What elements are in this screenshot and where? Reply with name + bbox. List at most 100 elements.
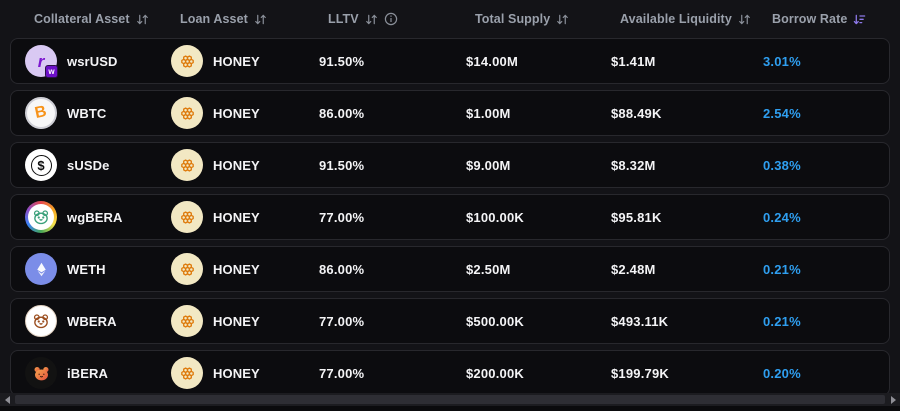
total-supply-cell: $100.00K [466,210,611,225]
loan-asset-label: HONEY [213,105,260,121]
available-liquidity-value: $88.49K [611,105,662,121]
loan-asset-label: HONEY [213,53,260,69]
total-supply-value: $9.00M [466,157,511,173]
ibera-icon [25,357,57,389]
borrow-rate-value: 0.21% [763,261,801,277]
total-supply-value: $14.00M [466,53,518,69]
lltv-cell: 86.00% [319,262,466,277]
susde-icon: $ [25,149,57,181]
available-liquidity-value: $1.41M [611,53,656,69]
available-liquidity-cell: $2.48M [611,262,763,277]
collateral-asset-label: iBERA [67,365,108,381]
lltv-value: 77.00% [319,313,365,329]
left-arrow-icon [4,395,10,404]
scrollbar-thumb[interactable] [15,395,885,404]
column-header-lltv[interactable]: LLTV [328,12,475,26]
collateral-asset-label: wgBERA [67,209,123,225]
sort-icon[interactable] [136,14,149,25]
available-liquidity-value: $95.81K [611,209,662,225]
lltv-cell: 91.50% [319,158,466,173]
lltv-value: 86.00% [319,261,365,277]
lltv-cell: 86.00% [319,106,466,121]
scroll-right-button[interactable] [886,393,900,406]
market-row[interactable]: B WBTC HONEY 86.00% $1.00M $88.49K 2.54% [10,90,890,136]
market-row[interactable]: $ sUSDe HONEY 91.50% $9.00M $8.32M 0.38% [10,142,890,188]
available-liquidity-cell: $8.32M [611,158,763,173]
scroll-left-button[interactable] [0,393,14,406]
borrow-rate-value: 2.54% [763,105,801,121]
total-supply-value: $200.00K [466,365,524,381]
table-header: Collateral Asset Loan Asset LLTV Total S… [10,0,890,38]
borrow-rate-cell: 0.38% [763,158,875,173]
borrow-rate-cell: 0.20% [763,366,875,381]
borrow-rate-cell: 0.21% [763,262,875,277]
total-supply-cell: $500.00K [466,314,611,329]
total-supply-cell: $200.00K [466,366,611,381]
available-liquidity-value: $2.48M [611,261,656,277]
collateral-asset-cell: $ sUSDe [25,149,171,181]
sort-icon[interactable] [738,14,751,25]
lltv-cell: 77.00% [319,210,466,225]
loan-asset-cell: HONEY [171,201,319,233]
column-header-borrow-rate[interactable]: Borrow Rate [772,12,890,26]
sort-descending-icon[interactable] [853,14,866,25]
collateral-asset-label: sUSDe [67,157,110,173]
total-supply-cell: $14.00M [466,54,611,69]
info-icon[interactable] [384,12,398,26]
loan-asset-label: HONEY [213,157,260,173]
loan-asset-cell: HONEY [171,253,319,285]
right-arrow-icon [890,395,896,404]
borrow-rate-value: 0.20% [763,365,801,381]
sort-icon[interactable] [556,14,569,25]
lltv-cell: 91.50% [319,54,466,69]
weth-icon [25,253,57,285]
borrow-rate-cell: 0.24% [763,210,875,225]
collateral-asset-label: wsrUSD [67,53,118,69]
column-header-total-supply[interactable]: Total Supply [475,12,620,26]
available-liquidity-cell: $88.49K [611,106,763,121]
honey-icon [171,45,203,77]
column-header-loan-asset[interactable]: Loan Asset [180,12,328,26]
borrow-rate-cell: 2.54% [763,106,875,121]
sort-icon[interactable] [254,14,267,25]
loan-asset-cell: HONEY [171,149,319,181]
market-row[interactable]: WETH HONEY 86.00% $2.50M $2.48M 0.21% [10,246,890,292]
loan-asset-cell: HONEY [171,45,319,77]
total-supply-value: $1.00M [466,105,511,121]
borrow-rate-value: 0.38% [763,157,801,173]
lltv-value: 77.00% [319,365,365,381]
column-label: LLTV [328,12,359,26]
loan-asset-cell: HONEY [171,357,319,389]
column-label: Total Supply [475,12,551,26]
available-liquidity-cell: $1.41M [611,54,763,69]
wbera-icon [25,305,57,337]
sort-icon[interactable] [365,14,378,25]
collateral-asset-cell: B WBTC [25,97,171,129]
market-row[interactable]: wgBERA HONEY 77.00% $100.00K $95.81K 0.2… [10,194,890,240]
horizontal-scrollbar[interactable] [0,393,900,406]
total-supply-value: $500.00K [466,313,524,329]
borrow-rate-cell: 0.21% [763,314,875,329]
market-row[interactable]: iBERA HONEY 77.00% $200.00K $199.79K 0.2… [10,350,890,396]
honey-icon [171,201,203,233]
column-label: Collateral Asset [34,12,130,26]
total-supply-cell: $9.00M [466,158,611,173]
total-supply-value: $2.50M [466,261,511,277]
honey-icon [171,357,203,389]
lltv-cell: 77.00% [319,314,466,329]
available-liquidity-cell: $493.11K [611,314,763,329]
loan-asset-cell: HONEY [171,305,319,337]
total-supply-cell: $1.00M [466,106,611,121]
bottom-strip [0,406,900,411]
market-row[interactable]: WBERA HONEY 77.00% $500.00K $493.11K 0.2… [10,298,890,344]
lltv-cell: 77.00% [319,366,466,381]
loan-asset-cell: HONEY [171,97,319,129]
column-label: Loan Asset [180,12,248,26]
collateral-asset-cell: wgBERA [25,201,171,233]
column-header-collateral-asset[interactable]: Collateral Asset [34,12,180,26]
column-header-available-liquidity[interactable]: Available Liquidity [620,12,772,26]
